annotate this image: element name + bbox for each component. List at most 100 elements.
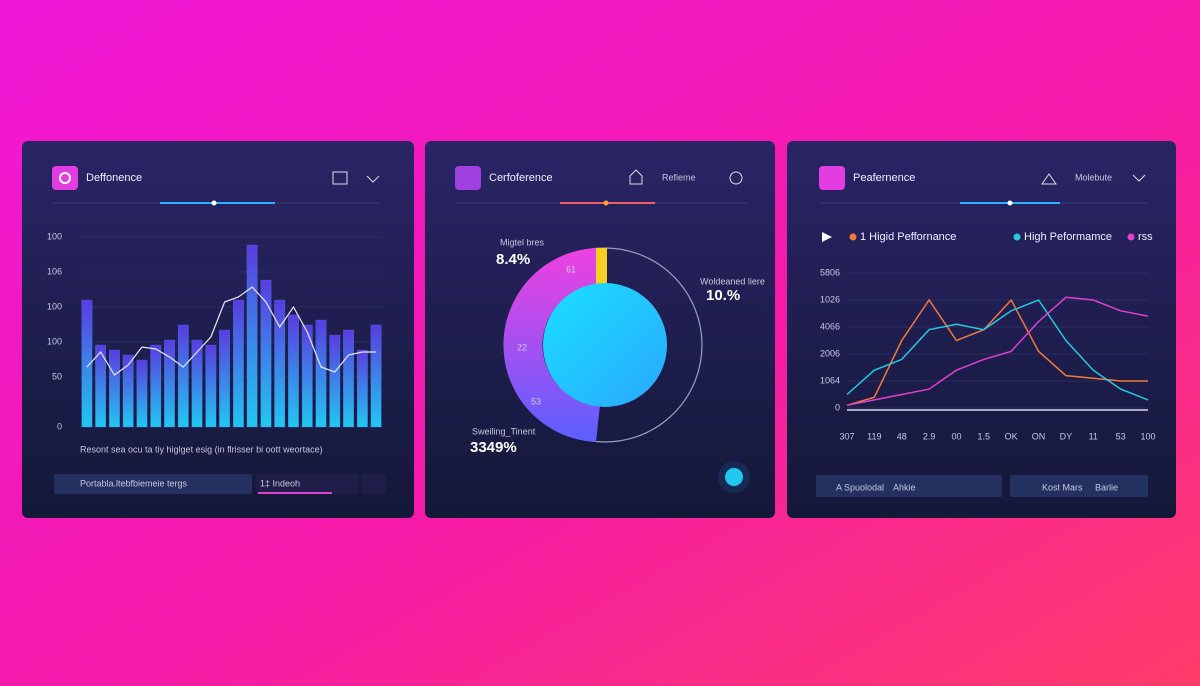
logo-icon: [59, 172, 71, 184]
footer-button[interactable]: [362, 474, 386, 494]
icon-button[interactable]: [332, 171, 348, 185]
bar: [81, 299, 93, 428]
footer-field[interactable]: [256, 474, 358, 494]
legend-label: High Peformamce: [1024, 231, 1112, 243]
play-icon[interactable]: [822, 232, 832, 242]
bar: [288, 314, 299, 428]
donut-label-value: 10.%: [706, 287, 740, 304]
x-tick-label: 53: [1116, 431, 1126, 441]
bar: [122, 354, 134, 428]
y-tick-label: 50: [52, 371, 62, 381]
logo: [455, 166, 481, 190]
y-tick-label: 1064: [820, 375, 840, 385]
footer-text: Barlie: [1095, 482, 1118, 492]
x-tick-label: DY: [1060, 431, 1073, 441]
logo: [52, 166, 78, 190]
x-tick-label: 00: [951, 431, 961, 441]
footer-field[interactable]: [1010, 475, 1148, 497]
donut-label-caption: Sweiling_Tinent: [472, 426, 536, 436]
donut-label-caption: Migtel bres: [500, 237, 545, 247]
panel-title: Peafernence: [853, 172, 915, 184]
x-tick-label: 307: [839, 431, 854, 441]
donut-inner-label: 61: [566, 264, 576, 274]
dropdown-button[interactable]: [1132, 174, 1146, 182]
legend-swatch: [849, 233, 857, 241]
logo: [819, 166, 845, 190]
y-tick-label: 100: [47, 301, 62, 311]
bar: [356, 349, 368, 428]
y-tick-label: 4066: [820, 321, 840, 331]
bar: [315, 319, 327, 428]
x-tick-label: 119: [867, 431, 881, 441]
bar: [233, 299, 244, 428]
nav-link[interactable]: Refieme: [662, 172, 696, 182]
donut-segment: [596, 248, 607, 286]
bar: [95, 344, 107, 428]
y-tick-label: 2006: [820, 348, 840, 358]
x-tick-label: 100: [1140, 431, 1155, 441]
legend-label: 1 Higid Peffornance: [860, 231, 956, 243]
donut-label-value: 3349%: [470, 439, 517, 456]
footer-text: A Spuolodal: [836, 482, 884, 492]
x-tick-label: 48: [897, 431, 907, 441]
panel: [22, 141, 414, 518]
divider-dot: [603, 200, 609, 206]
bar: [177, 324, 189, 428]
donut-inner-label: 53: [531, 396, 541, 406]
line: [846, 299, 1149, 401]
refresh-button[interactable]: [729, 171, 743, 185]
footer-text: Portabla.ltebfbiemeie tergs: [80, 478, 188, 488]
y-tick-label: 1026: [820, 294, 840, 304]
donut-label-value: 8.4%: [496, 251, 530, 268]
panel-title: Deffonence: [86, 172, 142, 184]
bar: [274, 299, 286, 428]
legend-swatch: [1127, 233, 1135, 241]
footer-field[interactable]: [816, 475, 1002, 497]
divider-dot: [211, 200, 217, 206]
divider-dot: [1007, 200, 1013, 206]
y-tick-label: 0: [835, 402, 840, 412]
x-tick-label: ON: [1032, 431, 1046, 441]
bar: [150, 344, 162, 428]
fab-icon: [725, 468, 743, 486]
donut-ring: [503, 247, 605, 442]
donut-inner-label: 22: [517, 342, 527, 352]
bar: [164, 339, 175, 428]
panel-title: Cerfoference: [489, 172, 553, 184]
bar: [301, 324, 313, 428]
bar: [205, 344, 217, 428]
line: [846, 298, 1148, 407]
bar: [260, 279, 272, 428]
y-tick-label: 5806: [820, 267, 840, 277]
legend-label: rss: [1138, 231, 1153, 243]
y-tick-label: 100: [47, 336, 62, 346]
x-tick-label: 2.9: [923, 431, 936, 441]
caption: Resont sea ocu ta tiy higlget esig (in f…: [80, 444, 323, 454]
bar: [191, 339, 203, 428]
x-tick-label: 11: [1089, 431, 1098, 441]
footer-text: Kost Mars: [1042, 482, 1083, 492]
legend-swatch: [1013, 233, 1021, 241]
donut-core: [543, 283, 667, 407]
footer-field[interactable]: [54, 474, 252, 494]
donut-label-caption: Woldeaned liere: [700, 276, 765, 286]
line: [86, 286, 377, 376]
bar: [109, 349, 120, 428]
y-tick-label: 100: [47, 231, 62, 241]
bar: [329, 334, 341, 428]
bar: [370, 324, 382, 428]
footer-text: Ahkie: [893, 482, 916, 492]
line: [846, 296, 1149, 407]
y-tick-label: 0: [57, 421, 62, 431]
bar: [343, 329, 354, 428]
y-tick-label: 106: [47, 266, 62, 276]
x-tick-label: OK: [1005, 431, 1018, 441]
icon-button[interactable]: [1041, 173, 1057, 185]
home-button[interactable]: [629, 169, 643, 185]
bar: [246, 244, 258, 428]
x-tick-label: 1.5: [978, 431, 991, 441]
bar: [219, 329, 230, 428]
dropdown-button[interactable]: [366, 175, 380, 183]
nav-link[interactable]: Molebute: [1075, 172, 1112, 182]
